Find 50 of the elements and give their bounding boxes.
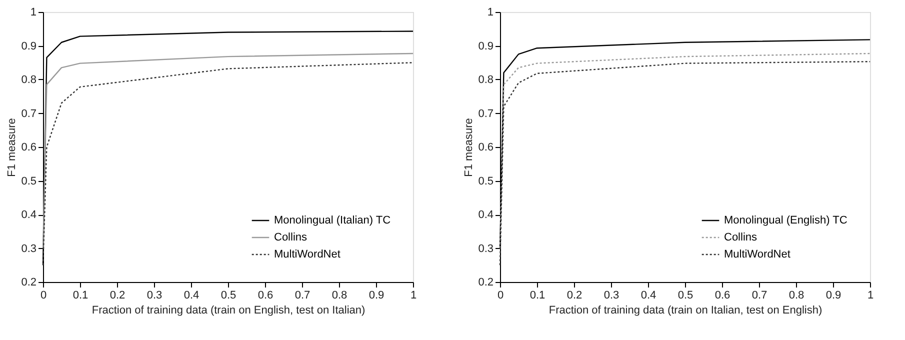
x-tick-label: 1 [410, 290, 417, 302]
y-tick-label: 0.2 [478, 276, 494, 288]
y-tick-label: 1 [30, 6, 36, 18]
x-tick-label: 0.2 [110, 290, 126, 302]
legend-label: Collins [274, 232, 308, 244]
x-tick-label: 0.1 [72, 290, 88, 302]
y-tick-label: 0.3 [21, 242, 36, 255]
x-tick-label: 0.8 [788, 290, 804, 302]
x-tick-label: 0.9 [368, 290, 384, 302]
y-tick-label: 0.6 [21, 142, 36, 154]
y-axis-title: F1 measure [6, 118, 18, 177]
x-tick-label: 0.1 [530, 290, 546, 302]
x-tick-label: 0.3 [604, 290, 620, 302]
legend-label: Monolingual (English) TC [724, 214, 848, 226]
legend-label: Monolingual (Italian) TC [274, 214, 391, 226]
x-tick-label: 0.4 [640, 290, 656, 302]
y-tick-label: 0.2 [21, 276, 36, 288]
x-tick-label: 0.8 [332, 290, 348, 302]
x-tick-label: 0.2 [566, 290, 582, 302]
y-axis-title: F1 measure [463, 118, 476, 177]
x-tick-label: 0.5 [220, 290, 236, 302]
y-tick-label: 0.3 [478, 242, 494, 255]
y-tick-label: 0.8 [21, 74, 36, 86]
legend-label: MultiWordNet [274, 248, 340, 260]
x-tick-label: 0.7 [294, 290, 310, 302]
y-tick-label: 0.5 [21, 175, 36, 188]
y-tick-label: 0.4 [478, 209, 494, 221]
x-tick-label: 0 [497, 290, 504, 302]
x-axis-title: Fraction of training data (train on English, test on Italian) [92, 304, 366, 316]
y-tick-label: 0.7 [478, 108, 494, 120]
x-tick-label: 0.6 [258, 290, 274, 302]
y-tick-label: 0.9 [478, 40, 494, 52]
y-tick-label: 0.6 [478, 142, 494, 154]
x-tick-label: 1 [867, 290, 874, 302]
x-tick-label: 0 [40, 290, 47, 302]
x-tick-label: 0.7 [752, 290, 768, 302]
y-tick-label: 0.7 [21, 108, 36, 120]
y-tick-label: 0.4 [21, 209, 36, 221]
x-tick-label: 0.9 [826, 290, 842, 302]
x-axis-title: Fraction of training data (train on Italian, test on English) [548, 304, 822, 316]
legend-label: MultiWordNet [724, 248, 790, 260]
x-tick-label: 0.6 [714, 290, 730, 302]
y-tick-label: 0.9 [21, 40, 36, 52]
x-tick-label: 0.5 [678, 290, 694, 302]
legend-label: Collins [724, 232, 758, 244]
x-tick-label: 0.4 [184, 290, 200, 302]
y-tick-label: 0.8 [478, 74, 494, 86]
x-tick-label: 0.3 [146, 290, 162, 302]
y-tick-label: 1 [487, 6, 494, 18]
y-tick-label: 0.5 [478, 175, 494, 188]
